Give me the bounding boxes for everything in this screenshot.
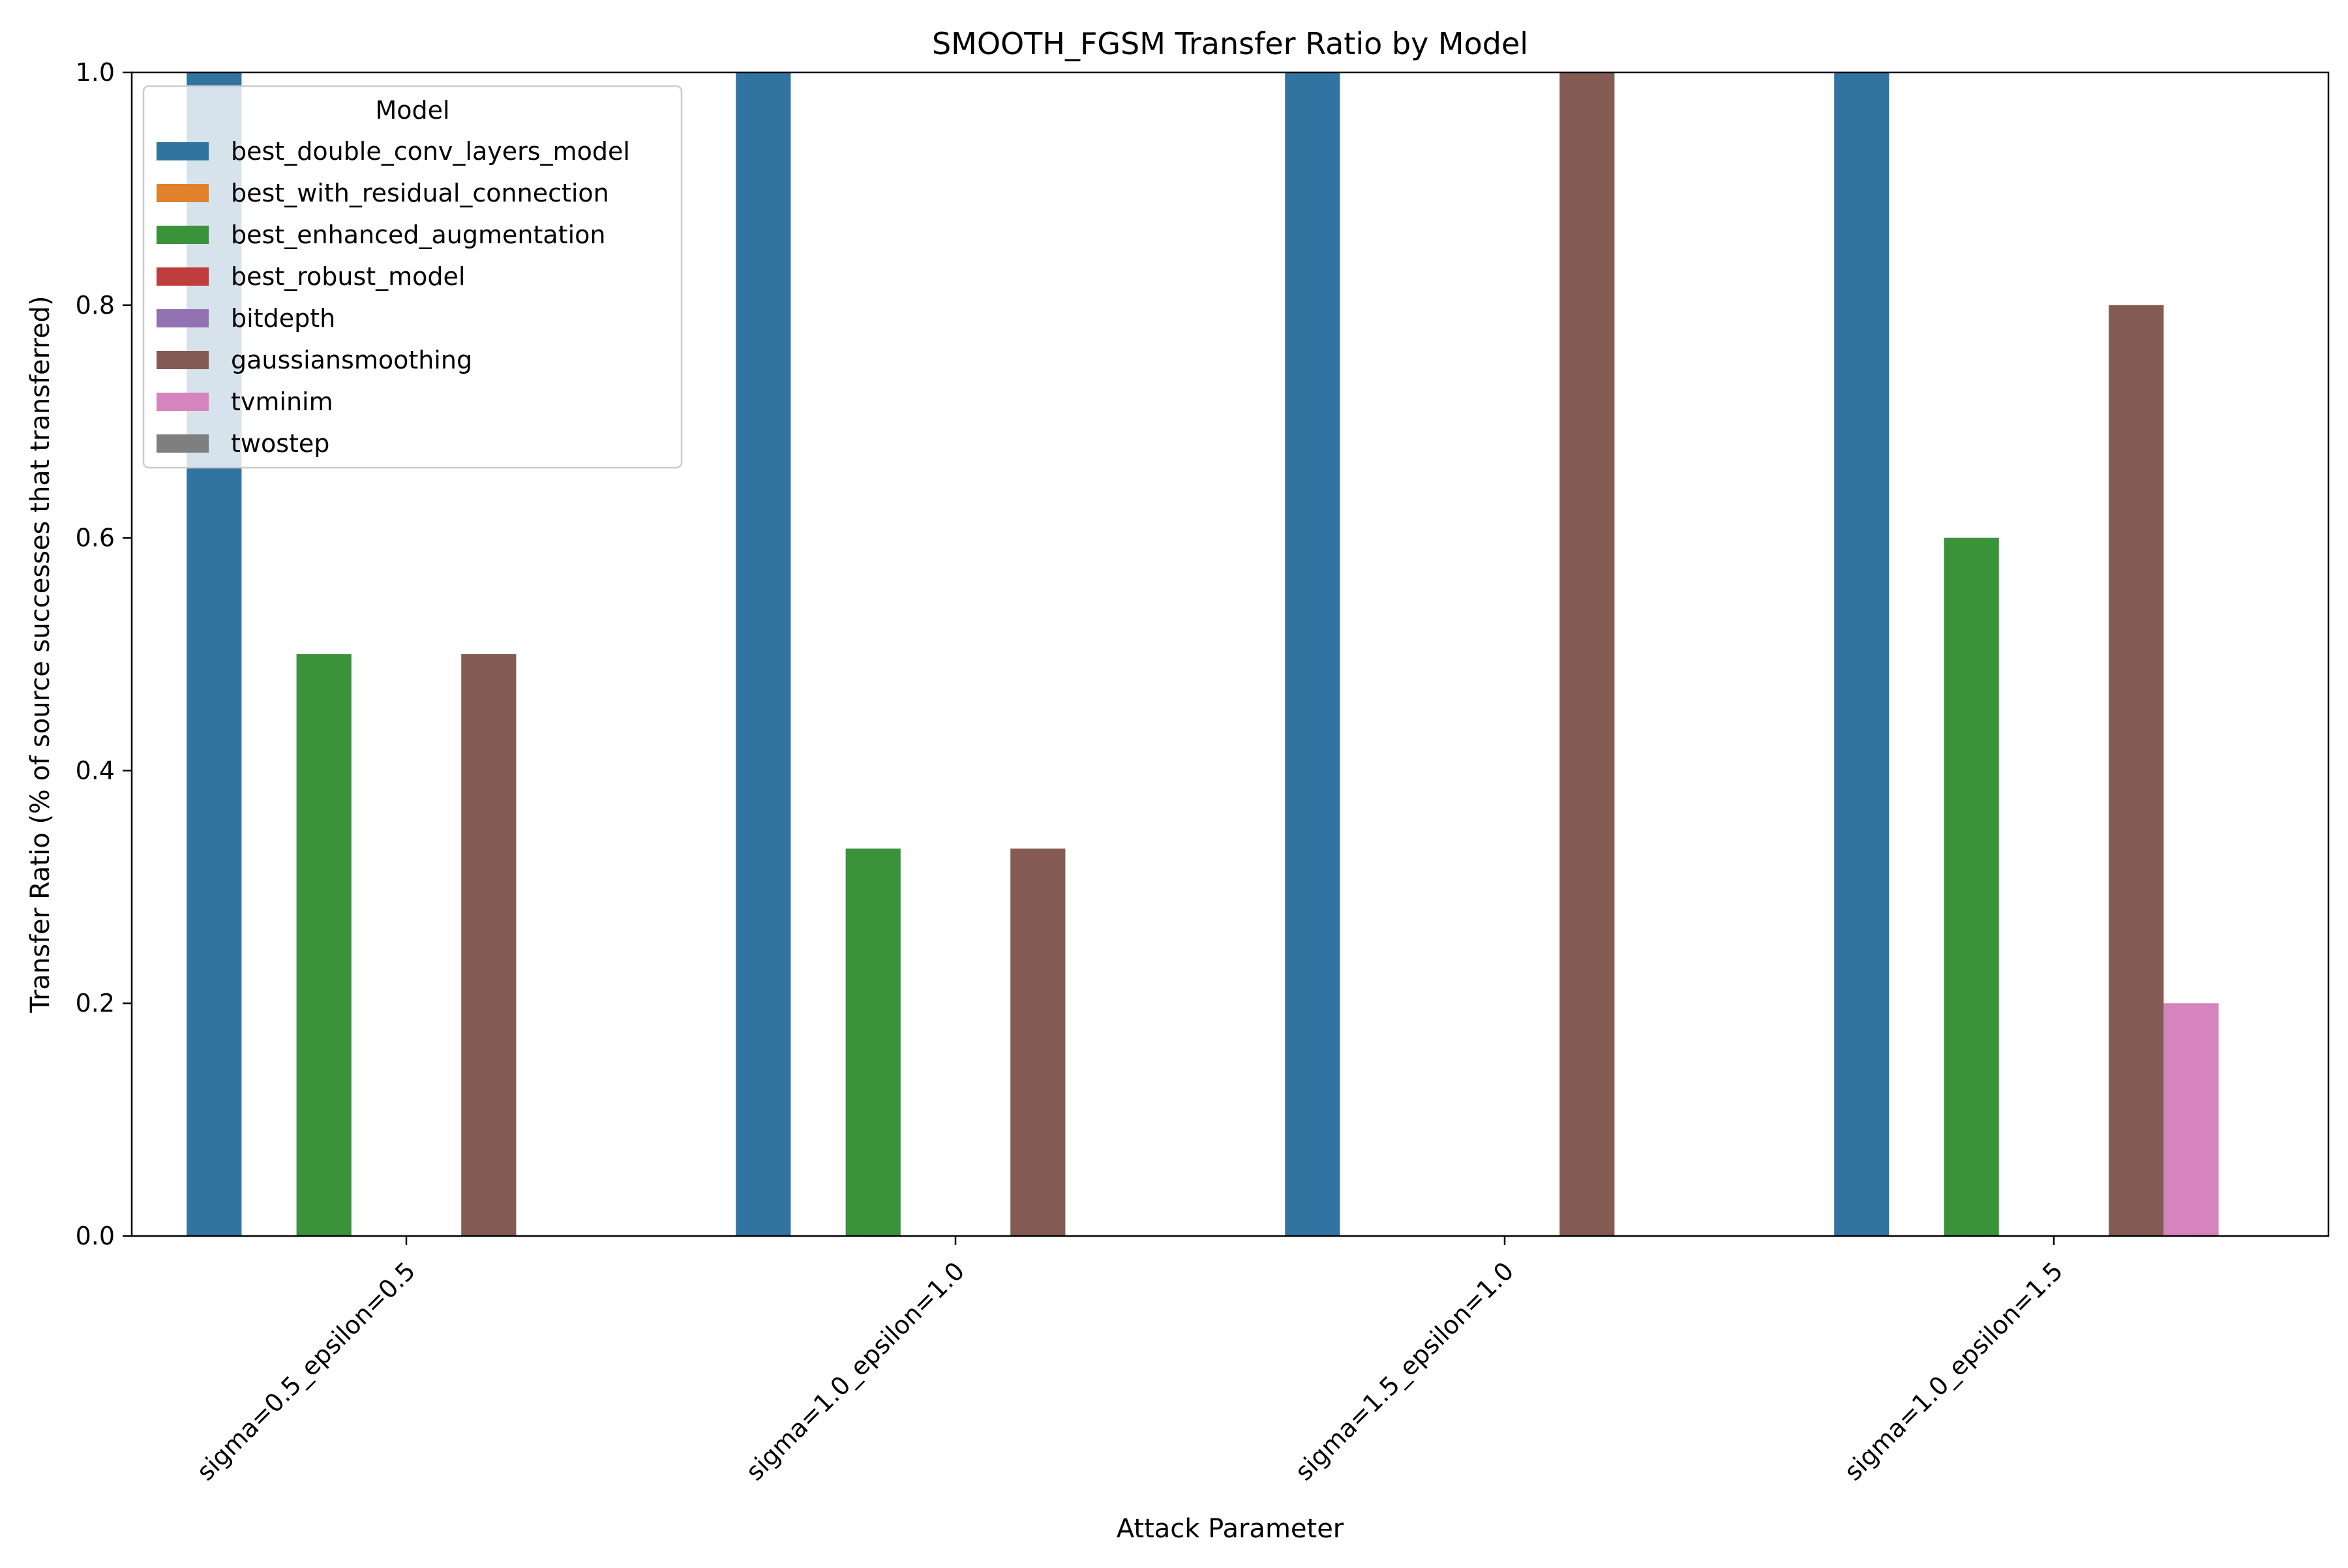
bar-best_enhanced_augmentation-2 <box>846 849 901 1236</box>
legend-swatch-best_with_residual_connection <box>157 184 209 202</box>
legend-label-best_with_residual_connection: best_with_residual_connection <box>231 179 609 207</box>
y-axis-label: Transfer Ratio (% of source successes th… <box>25 295 55 1013</box>
legend-label-gaussiansmoothing: gaussiansmoothing <box>231 346 472 374</box>
x-tick-label: sigma=1.5_epsilon=1.0 <box>1289 1256 1519 1486</box>
bar-best_double_conv_layers_model-3 <box>1285 72 1340 1236</box>
legend-title: Model <box>375 96 449 125</box>
legend-swatch-best_enhanced_augmentation <box>157 226 209 244</box>
bar-gaussiansmoothing-1 <box>461 654 516 1236</box>
legend-swatch-best_robust_model <box>157 267 209 286</box>
bar-best_double_conv_layers_model-2 <box>736 72 790 1236</box>
bar-gaussiansmoothing-3 <box>1559 72 1614 1236</box>
x-tick-label: sigma=1.0_epsilon=1.0 <box>740 1256 970 1486</box>
bar-best_enhanced_augmentation-1 <box>297 654 352 1236</box>
bar-tvminim-4 <box>2163 1003 2218 1236</box>
bar-best_enhanced_augmentation-4 <box>1944 538 1999 1236</box>
y-tick-label: 0.4 <box>76 756 115 785</box>
bar-best_double_conv_layers_model-4 <box>1834 72 1889 1236</box>
bar-gaussiansmoothing-4 <box>2109 305 2163 1236</box>
legend-label-best_double_conv_layers_model: best_double_conv_layers_model <box>231 137 630 166</box>
x-tick-label: sigma=0.5_epsilon=0.5 <box>191 1256 421 1486</box>
y-tick-label: 1.0 <box>76 58 115 87</box>
legend-swatch-bitdepth <box>157 309 209 327</box>
legend-swatch-gaussiansmoothing <box>157 351 209 369</box>
legend-label-best_enhanced_augmentation: best_enhanced_augmentation <box>231 220 605 249</box>
y-tick-label: 0.6 <box>76 524 115 552</box>
legend-label-bitdepth: bitdepth <box>231 304 335 333</box>
bar-gaussiansmoothing-2 <box>1010 849 1065 1236</box>
legend-swatch-twostep <box>157 434 209 453</box>
chart-title: SMOOTH_FGSM Transfer Ratio by Model <box>932 26 1528 61</box>
legend-label-twostep: twostep <box>231 429 329 458</box>
y-tick-label: 0.8 <box>76 291 115 320</box>
y-tick-label: 0.0 <box>76 1222 115 1250</box>
legend-swatch-best_double_conv_layers_model <box>157 142 209 160</box>
y-axis: 0.0 0.2 0.4 0.6 0.8 1.0 <box>76 58 132 1250</box>
y-tick-label: 0.2 <box>76 989 115 1018</box>
x-tick-label: sigma=1.0_epsilon=1.5 <box>1839 1256 2068 1486</box>
x-axis: sigma=0.5_epsilon=0.5 sigma=1.0_epsilon=1… <box>191 1236 2068 1486</box>
legend-swatch-tvminim <box>157 393 209 411</box>
legend-label-tvminim: tvminim <box>231 387 333 416</box>
x-axis-label: Attack Parameter <box>1117 1514 1344 1544</box>
legend-label-best_robust_model: best_robust_model <box>231 262 465 291</box>
legend: Model best_double_conv_layers_model best_… <box>143 86 682 468</box>
